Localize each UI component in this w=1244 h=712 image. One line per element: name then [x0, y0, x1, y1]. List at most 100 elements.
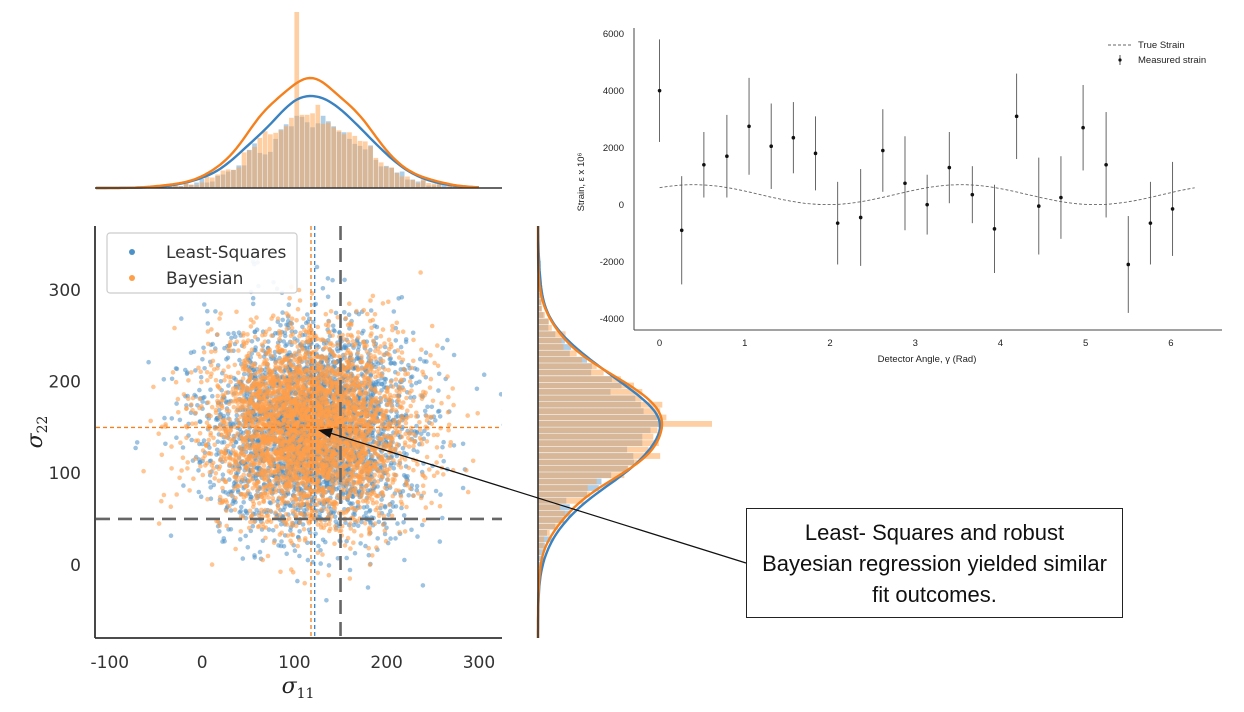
top-marginal-histogram: [95, 12, 502, 190]
ls-point: [221, 536, 227, 541]
ls-point: [202, 366, 207, 371]
ls-point: [297, 529, 302, 534]
ls-point: [272, 443, 277, 449]
ls-point: [393, 338, 399, 343]
ls-point: [198, 374, 204, 380]
bayesian-point: [181, 392, 187, 397]
bayesian-point: [347, 301, 352, 307]
ls-point: [180, 445, 186, 450]
bayesian-point: [371, 338, 376, 344]
ls-point: [250, 301, 256, 307]
ls-point: [202, 394, 207, 400]
bayesian-point: [438, 425, 443, 431]
ls-point: [411, 394, 417, 400]
ls-point: [393, 325, 399, 331]
ls-point: [405, 474, 410, 479]
bayesian-point: [193, 438, 199, 444]
ls-point: [202, 302, 207, 307]
bayesian-point: [395, 330, 401, 335]
right-hist-bar-bayesian: [538, 485, 588, 491]
right-hist-bar-bayesian: [538, 401, 663, 408]
right-hist-bar-bayesian: [538, 299, 542, 305]
bayesian-point: [197, 405, 202, 411]
bayesian-point: [197, 396, 203, 402]
bayesian-point: [386, 299, 391, 305]
bayesian-point: [297, 537, 302, 543]
right-hist-bar-bayesian: [538, 459, 638, 466]
ls-point: [398, 344, 404, 350]
ls-point: [286, 302, 292, 308]
bayesian-point: [378, 333, 384, 339]
ls-point: [218, 379, 224, 384]
ls-point: [318, 561, 324, 566]
top-kde-bayesian: [96, 76, 479, 190]
ls-point: [280, 310, 285, 315]
bayesian-point: [326, 572, 332, 578]
ls-point: [294, 519, 300, 525]
ls-point: [279, 539, 284, 544]
ls-point: [254, 507, 259, 513]
ls-point: [208, 485, 213, 490]
right-hist-bar-bayesian: [538, 465, 629, 472]
bayesian-point: [424, 454, 430, 460]
right-hist-bar-bayesian: [538, 517, 565, 523]
top-hist-bar-bayesian: [252, 146, 257, 188]
top-hist-bar-bayesian: [204, 177, 210, 188]
bayesian-point: [289, 316, 295, 322]
ls-point: [325, 276, 331, 281]
bayesian-point: [375, 429, 381, 435]
top-hist-bar-bayesian: [194, 185, 199, 188]
top-hist-bar-bayesian: [273, 132, 278, 188]
ls-point: [398, 367, 404, 372]
ls-point: [344, 555, 350, 561]
right-hist-bar-bayesian: [538, 312, 545, 318]
right-hist-bar-bayesian: [538, 382, 634, 389]
bayesian-point: [357, 505, 363, 510]
ls-point: [421, 359, 427, 364]
ls-point: [375, 536, 381, 541]
ls-point: [374, 335, 379, 341]
right-hist-bar-bayesian: [538, 440, 659, 446]
ls-point: [280, 317, 286, 323]
right-hist-bar-bayesian: [538, 389, 643, 395]
ls-point: [440, 444, 445, 450]
bayesian-point: [222, 378, 227, 383]
right-hist-bar-bayesian: [538, 504, 561, 511]
ls-point: [249, 339, 255, 344]
bayesian-point: [386, 337, 392, 343]
right-hist-bar-bayesian: [538, 421, 712, 427]
top-hist-bar-bayesian: [336, 130, 342, 188]
bayesian-point: [315, 324, 321, 330]
ls-point: [200, 357, 205, 362]
bayesian-point: [216, 478, 222, 484]
ls-point: [146, 359, 151, 365]
ls-point: [393, 536, 398, 541]
ls-point: [408, 395, 413, 400]
ls-point: [288, 503, 293, 509]
bayesian-point: [184, 435, 189, 441]
ls-point: [275, 499, 280, 504]
top-hist-bar-ls: [442, 185, 447, 188]
top-hist-bar-bayesian: [405, 176, 410, 188]
ls-point: [303, 320, 309, 326]
ls-point: [305, 312, 310, 317]
bayesian-point: [217, 414, 222, 420]
ls-point: [460, 485, 466, 491]
top-hist-bar-bayesian: [389, 167, 394, 188]
bayesian-point: [391, 472, 397, 477]
ls-point: [379, 497, 384, 502]
bayesian-point: [227, 461, 232, 467]
ls-point: [196, 489, 202, 495]
ls-point: [208, 387, 213, 393]
ls-point: [374, 324, 380, 330]
ls-point: [282, 505, 288, 510]
bayesian-point: [326, 323, 331, 329]
ls-point: [210, 393, 215, 399]
top-hist-bar-bayesian: [320, 123, 326, 188]
bayesian-point: [369, 331, 374, 336]
ls-point: [237, 510, 242, 515]
bayesian-point: [427, 467, 432, 472]
ls-point: [198, 419, 203, 425]
ls-point: [396, 296, 402, 301]
bayesian-point: [374, 545, 379, 550]
